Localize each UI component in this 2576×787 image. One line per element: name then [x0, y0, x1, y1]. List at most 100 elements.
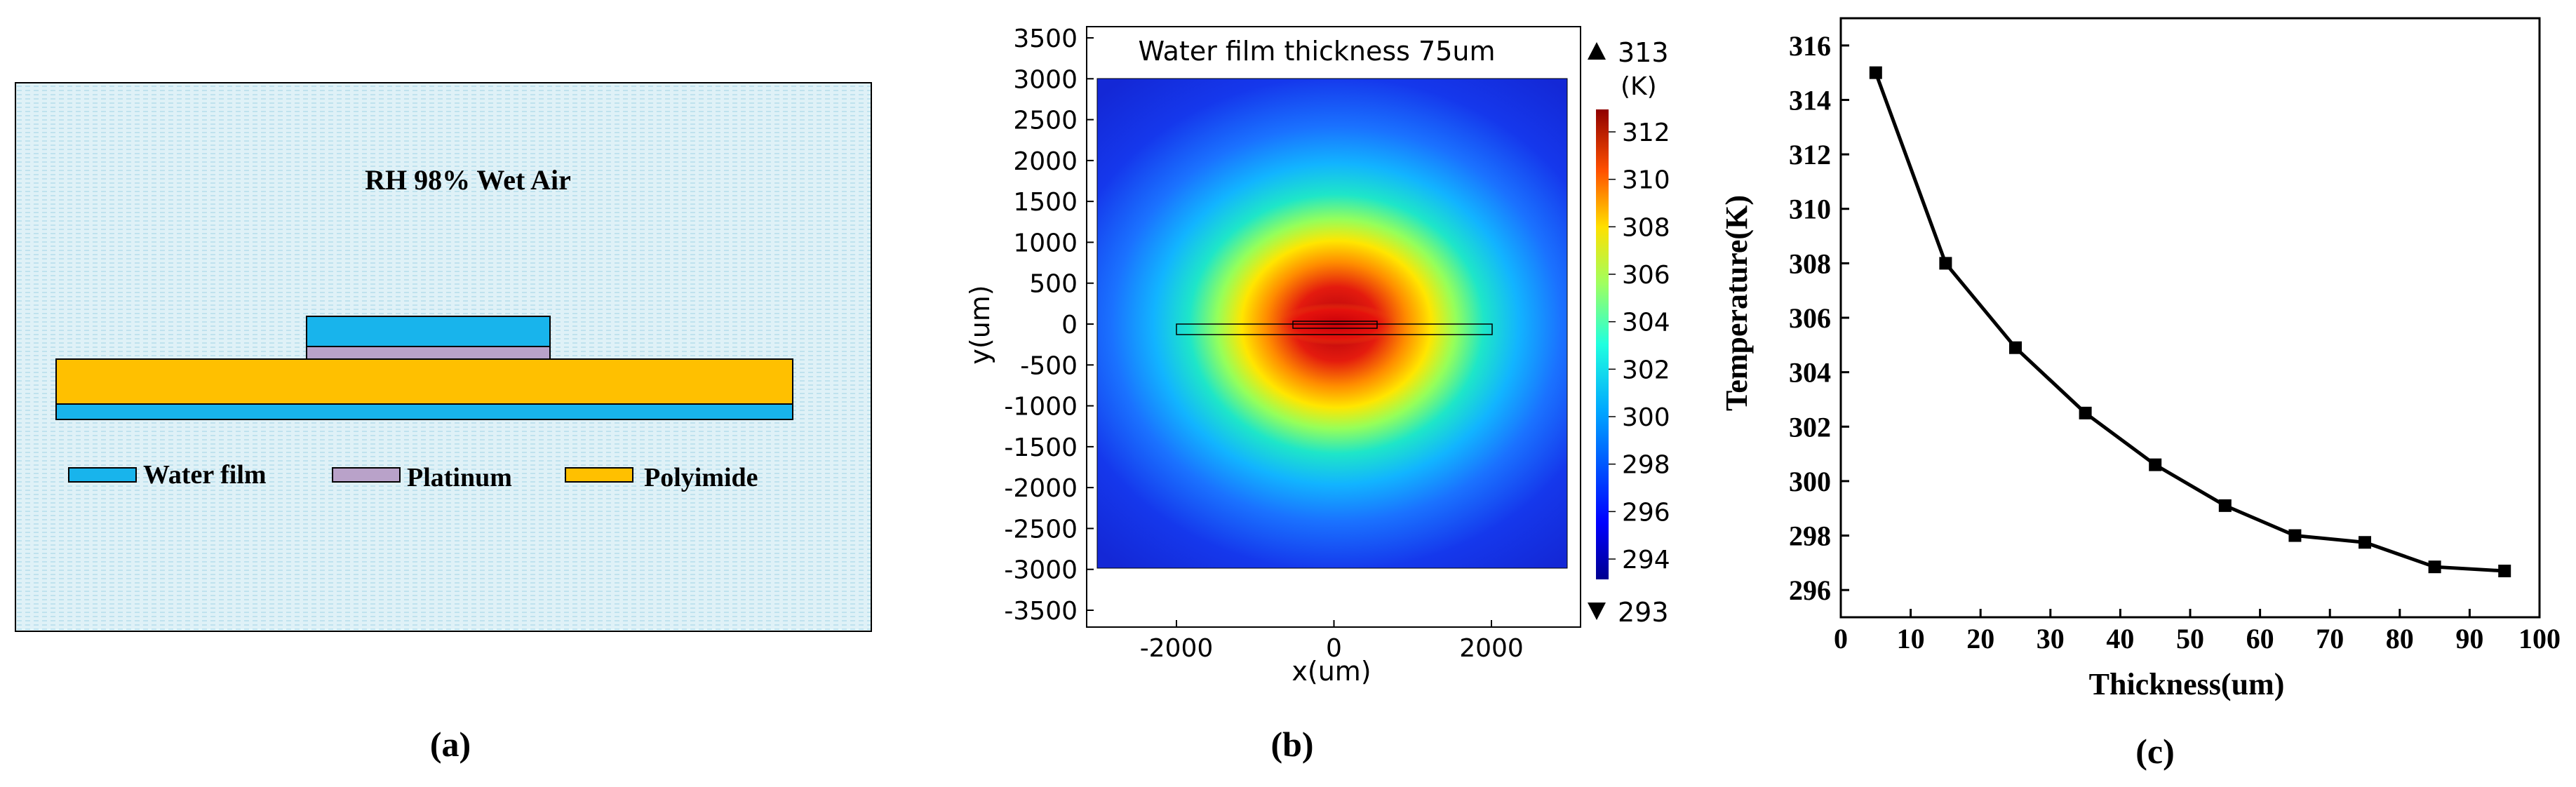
heatmap-domain-border	[1096, 78, 1568, 569]
x-tick-label: 100	[2518, 623, 2561, 654]
y-tick-label: 308	[1789, 248, 1831, 279]
heatmap-y-tick-label: -500	[1020, 351, 1078, 380]
panel-a-legend: Water film Platinum Polyimide	[68, 460, 758, 492]
heatmap-y-tick-label: -1000	[1004, 393, 1078, 422]
series-line	[1874, 72, 2505, 573]
heatmap-x-tick-label: -2000	[1140, 634, 1214, 663]
colorbar-min-label: 293	[1618, 597, 1669, 628]
heatmap-y-tick-label: 3500	[1013, 25, 1078, 53]
legend-swatch-platinum	[332, 467, 401, 483]
y-tick-label: 316	[1789, 30, 1831, 62]
y-tick-label: 314	[1789, 84, 1831, 116]
water-film-layer-bottom	[55, 403, 793, 420]
x-tick-label: 60	[2246, 623, 2274, 654]
panel-a: RH 98% Wet Air Water film Platinum Polyi…	[15, 82, 872, 764]
heatmap-y-tick-label: 500	[1029, 270, 1078, 299]
heatmap-title: Water film thickness 75um	[1138, 36, 1495, 67]
legend-swatch-polyimide	[565, 467, 633, 483]
data-point-marker	[2359, 536, 2371, 549]
environment-label: RH 98% Wet Air	[365, 164, 571, 196]
legend-label-platinum: Platinum	[407, 463, 512, 492]
heatmap-y-ticks: 3500 3000 2500 2000 1500 1000 500 0 -500 -1000 -15…	[1004, 25, 1094, 626]
x-tick-label: 90	[2455, 623, 2483, 654]
colorbar-tick-label: 294	[1622, 546, 1670, 574]
colorbar-min-triangle	[1588, 603, 1606, 620]
sensor-outline-inner	[1292, 321, 1378, 329]
colorbar-tick-label: 308	[1622, 213, 1670, 242]
colorbar-tick-label: 296	[1622, 498, 1670, 527]
x-tick-label: 10	[1897, 623, 1925, 654]
colorbar	[1596, 109, 1609, 579]
data-point-marker	[2009, 341, 2022, 354]
data-point-marker	[1939, 257, 1952, 270]
data-point-marker	[2288, 529, 2302, 542]
heatmap-x-ticks: -2000 0 2000	[1140, 620, 1524, 663]
colorbar-ticks: 312 310 308 306 304 302 300 298 296 294	[1609, 119, 1670, 574]
platinum-layer	[306, 346, 551, 360]
sensor-outline-outer	[1176, 323, 1493, 335]
y-tick-label: 298	[1789, 520, 1831, 552]
caption-b: (b)	[1270, 725, 1313, 764]
caption-a: (a)	[430, 725, 471, 764]
polyimide-layer	[55, 358, 793, 405]
legend-label-water-film: Water film	[143, 460, 267, 490]
data-point-marker	[2498, 565, 2511, 578]
data-point-marker	[2428, 560, 2441, 574]
data-point-marker	[2149, 458, 2162, 471]
heatmap-y-tick-label: -2500	[1004, 515, 1078, 544]
legend-swatch-water-film	[68, 467, 137, 483]
panel-b: Water film thickness 75um 35003000250020…	[965, 25, 1670, 764]
heatmap-x-tick-label: 2000	[1459, 634, 1524, 663]
water-film-layer-top	[306, 316, 551, 347]
panel-c: 0 10 20 30 40 50 60 70 80 90 100 296 298 300 302 304 306…	[1719, 17, 2561, 771]
heatmap-y-tick-label: 0	[1061, 311, 1078, 339]
x-tick-label: 0	[1834, 623, 1848, 654]
heatmap-y-tick-label: -2000	[1004, 474, 1078, 503]
colorbar-tick-label: 302	[1622, 356, 1670, 384]
colorbar-max-label: 313	[1618, 37, 1669, 68]
x-tick-label: 20	[1966, 623, 1994, 654]
caption-c: (c)	[2135, 732, 2175, 771]
colorbar-tick-label: 298	[1622, 451, 1670, 480]
heatmap-x-label: x(um)	[1292, 656, 1371, 687]
legend-label-polyimide: Polyimide	[644, 463, 758, 492]
y-tick-label: 306	[1789, 302, 1831, 334]
heatmap-y-tick-label: -3000	[1004, 556, 1078, 585]
heatmap-y-tick-label: 1000	[1013, 229, 1078, 257]
temperature-series	[1869, 66, 2511, 578]
data-point-marker	[2218, 499, 2232, 512]
colorbar-unit-label: (K)	[1621, 72, 1657, 101]
heatmap-y-tick-label: -3500	[1004, 597, 1078, 626]
heatmap-x-tick-label: 0	[1326, 634, 1342, 663]
heatmap-y-tick-label: 2000	[1013, 147, 1078, 176]
y-tick-label: 302	[1789, 411, 1831, 443]
y-tick-label: 310	[1789, 194, 1831, 225]
colorbar-tick-label: 304	[1622, 309, 1670, 337]
y-tick-label: 304	[1789, 357, 1831, 389]
colorbar-max-triangle	[1588, 42, 1606, 60]
heatmap-field	[1097, 79, 1567, 568]
x-tick-label: 50	[2176, 623, 2204, 654]
x-tick-label: 70	[2316, 623, 2344, 654]
line-chart-axis-ticks: 0 10 20 30 40 50 60 70 80 90 100 296 298 300 302 304 306…	[1789, 30, 2561, 654]
data-point-marker	[2079, 406, 2092, 419]
y-tick-label: 296	[1789, 574, 1831, 606]
colorbar-tick-label: 312	[1622, 119, 1670, 147]
y-tick-label: 300	[1789, 466, 1831, 497]
x-tick-label: 80	[2386, 623, 2414, 654]
x-tick-label: 40	[2106, 623, 2134, 654]
line-chart-y-label: Temperature(K)	[1719, 195, 1754, 411]
line-chart-x-label: Thickness(um)	[2089, 667, 2285, 701]
data-point-marker	[1869, 66, 1882, 79]
y-tick-label: 312	[1789, 139, 1831, 170]
x-tick-label: 30	[2037, 623, 2065, 654]
colorbar-tick-label: 300	[1622, 403, 1670, 432]
heatmap-y-tick-label: 3000	[1013, 65, 1078, 94]
line-chart-frame	[1839, 17, 2541, 619]
heatmap-y-tick-label: -1500	[1004, 433, 1078, 462]
heatmap-y-tick-label: 1500	[1013, 188, 1078, 217]
colorbar-tick-label: 306	[1622, 261, 1670, 290]
heatmap-y-tick-label: 2500	[1013, 107, 1078, 135]
heatmap-y-label: y(um)	[965, 285, 995, 364]
